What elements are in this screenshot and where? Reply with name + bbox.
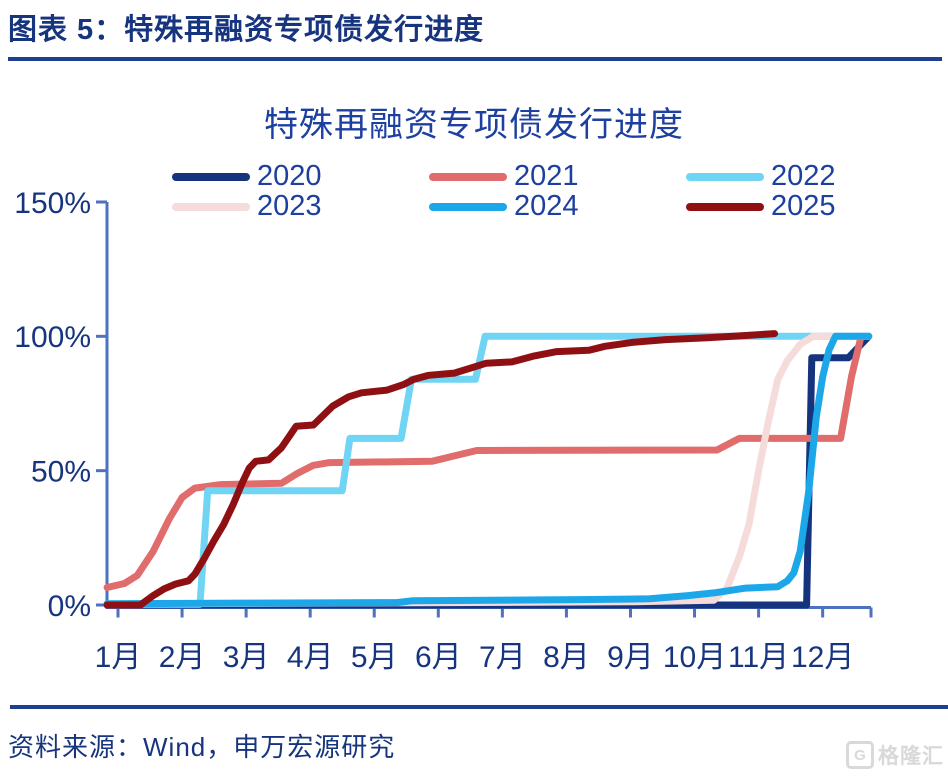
- legend-label: 2022: [771, 160, 836, 192]
- gelonghui-logo-icon: G: [846, 741, 874, 769]
- y-tick-label: 50%: [31, 455, 91, 488]
- x-tick-label: 11月: [728, 641, 789, 674]
- legend-label: 2025: [771, 190, 836, 222]
- legend-item-2021: 2021: [429, 160, 579, 193]
- header-rule: [8, 57, 942, 61]
- x-tick-label: 1月: [95, 641, 142, 674]
- watermark-text: 格隆汇: [878, 745, 944, 768]
- legend-label: 2021: [514, 160, 579, 192]
- legend-label: 2023: [257, 190, 322, 222]
- x-tick-label: 4月: [287, 641, 334, 674]
- legend-swatch-2021: [429, 172, 507, 181]
- x-tick-label: 2月: [159, 641, 206, 674]
- x-tick-label: 12月: [791, 641, 854, 674]
- x-tick-label: 9月: [607, 641, 654, 674]
- y-tick-label: 100%: [14, 321, 91, 354]
- x-tick-label: 7月: [479, 641, 526, 674]
- legend-item-2023: 2023: [172, 190, 322, 223]
- y-tick-label: 0%: [48, 590, 91, 623]
- x-tick-label: 5月: [351, 641, 398, 674]
- chart-title: 特殊再融资专项债发行进度: [264, 106, 684, 144]
- legend-item-2020: 2020: [172, 160, 322, 193]
- legend-swatch-2020: [172, 172, 250, 181]
- legend-swatch-2024: [429, 202, 507, 211]
- x-tick-label: 10月: [663, 641, 726, 674]
- legend-label: 2024: [514, 190, 579, 222]
- series-line-2021: [103, 332, 865, 591]
- series-line-2024: [103, 332, 873, 608]
- legend-item-2025: 2025: [686, 190, 836, 223]
- y-tick-label: 150%: [14, 187, 91, 220]
- legend-swatch-2023: [172, 202, 250, 211]
- legend-swatch-2025: [686, 202, 764, 211]
- watermark-gelonghui: G 格隆汇: [846, 740, 944, 770]
- footer-rule: [10, 705, 948, 709]
- source-note: 资料来源：Wind，申万宏源研究: [8, 732, 396, 762]
- x-tick-label: 8月: [543, 641, 590, 674]
- legend-label: 2020: [257, 160, 322, 192]
- series-line-2023: [103, 332, 873, 608]
- legend-swatch-2022: [686, 172, 764, 181]
- series-line-2020: [103, 332, 873, 609]
- x-tick-label: 6月: [415, 641, 462, 674]
- series-line-2025: [103, 330, 779, 609]
- x-tick-label: 3月: [223, 641, 270, 674]
- axis-lines: [105, 202, 871, 609]
- series-line-2022: [103, 332, 873, 608]
- legend-item-2022: 2022: [686, 160, 836, 193]
- legend-item-2024: 2024: [429, 190, 579, 223]
- figure-title: 图表 5：特殊再融资专项债发行进度: [8, 14, 485, 46]
